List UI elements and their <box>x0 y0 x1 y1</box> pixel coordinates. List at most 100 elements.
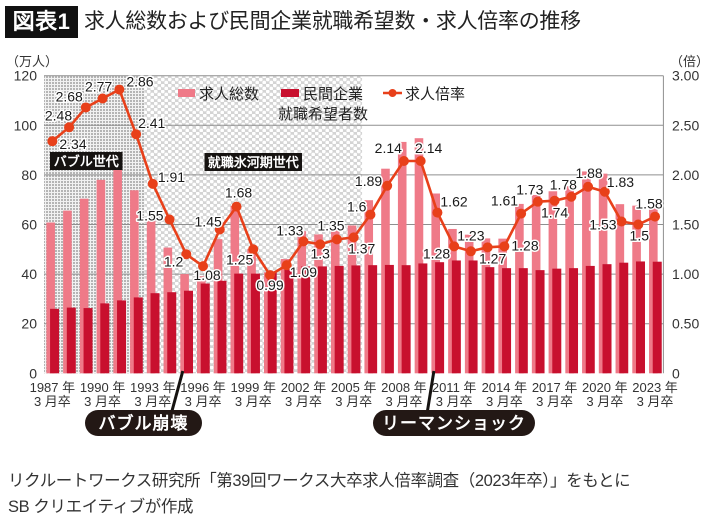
ratio-label-2008: 2.14 <box>375 140 402 156</box>
ratio-label-1991: 2.86 <box>126 74 153 90</box>
ratio-data-labels: 2.34 2.48 2.682.77 2.86 2.41 1.91 1.55 1.2 1.08 1… <box>43 72 664 295</box>
ratio-label-1988: 2.48 <box>45 107 72 123</box>
ratio-label-2009: 2.14 <box>415 140 442 156</box>
legend-item-ratio: 求人倍率 <box>383 86 465 103</box>
event-pill <box>85 410 202 436</box>
ratio-point-2018 <box>566 191 577 202</box>
x-tick-label-grad: 3 月卒 <box>185 394 222 409</box>
legend-swatch-total <box>178 89 195 97</box>
y-left-tick-label: 60 <box>21 217 37 233</box>
event-pointer-line <box>425 370 436 413</box>
bar-private-2018 <box>569 268 579 374</box>
ratio-label-2015: 1.61 <box>491 193 518 209</box>
legend-item-total: 求人総数 <box>178 86 259 103</box>
bar-total-2009 <box>414 138 424 374</box>
ratio-label-2023: 1.58 <box>635 196 662 212</box>
era-label-box <box>204 153 303 171</box>
x-tick-label-grad: 3 月卒 <box>486 394 523 409</box>
bar-private-2009 <box>418 263 428 374</box>
ratio-label-2022: 1.5 <box>630 228 650 244</box>
x-tick-label-year: 2020 年 <box>582 380 628 395</box>
x-tick-label-year: 1999 年 <box>230 380 276 395</box>
ratio-point-1998 <box>231 201 242 212</box>
ratio-point-2008 <box>398 156 409 167</box>
ratio-label-1998: 1.68 <box>225 185 252 201</box>
ratio-point-2002 <box>298 236 309 247</box>
ratio-point-2020 <box>599 186 610 197</box>
y-left-tick-label: 20 <box>21 316 37 332</box>
bar-private-2002 <box>301 266 311 374</box>
x-tick-label-grad: 3 月卒 <box>235 394 272 409</box>
bar-private-2000 <box>267 271 277 374</box>
bar-private-1991 <box>117 300 127 374</box>
bar-private-1992 <box>133 297 143 374</box>
x-tick-label-grad: 3 月卒 <box>536 394 573 409</box>
ratio-label-2010: 1.62 <box>440 194 467 210</box>
bar-private-2007 <box>384 264 394 374</box>
x-tick-label-year: 1993 年 <box>130 380 176 395</box>
ratio-point-2003 <box>315 239 326 250</box>
ratio-label-2018: 1.78 <box>550 177 577 193</box>
legend-label-private-line2: 就職希望者数 <box>278 106 368 123</box>
bar-private-2021 <box>619 262 629 374</box>
ratio-point-2005 <box>348 232 359 243</box>
ratio-label-2020: 1.83 <box>607 174 634 190</box>
event-label: リーマンショック <box>382 414 526 433</box>
y-left-tick-label: 0 <box>29 365 37 381</box>
ratio-point-2006 <box>365 209 376 220</box>
legend-label-ratio: 求人倍率 <box>405 86 465 103</box>
ratio-point-2011 <box>449 241 460 252</box>
source-note-line-2: SB クリエイティブが作成 <box>8 498 194 516</box>
ratio-label-2000: 0.99 <box>256 277 283 293</box>
ratio-point-2000 <box>264 270 275 281</box>
ratio-point-2012 <box>465 246 476 257</box>
x-tick-label-grad: 3 月卒 <box>586 394 623 409</box>
era-label-text: 就職氷河期世代 <box>208 155 299 170</box>
era-labels: バブル世代 就職氷河期世代 <box>50 152 303 171</box>
ratio-point-1991 <box>114 84 125 95</box>
ratio-line-series <box>47 84 661 281</box>
bars-private-job-seekers <box>50 260 662 374</box>
ratio-point-2009 <box>415 156 426 167</box>
y-left-tick-label: 120 <box>14 68 38 84</box>
bar-private-2019 <box>585 265 595 374</box>
x-tick-label-grad: 3 月卒 <box>285 394 322 409</box>
event-callout-lehman-shock: リーマンショック <box>373 370 535 436</box>
ratio-label-1996: 1.08 <box>193 267 220 283</box>
bar-private-1989 <box>83 308 93 374</box>
ratio-point-2016 <box>532 196 543 207</box>
ratio-label-2007: 1.89 <box>355 173 382 189</box>
y-right-tick-label: 2.00 <box>672 167 699 183</box>
x-tick-label-year: 2011 年 <box>432 380 477 395</box>
era-label-text: バブル世代 <box>54 154 119 169</box>
bar-private-2003 <box>317 266 327 374</box>
x-tick-label-year: 1996 年 <box>180 380 226 395</box>
ratio-label-2011: 1.28 <box>423 245 450 261</box>
ratio-point-2004 <box>331 234 342 245</box>
y-left-unit-label: （万人） <box>6 54 58 69</box>
ratio-label-1994: 1.55 <box>136 208 163 224</box>
ratio-point-1988 <box>64 122 75 133</box>
event-callout-bubble-collapse: バブル崩壊 <box>85 370 202 436</box>
bar-total-1992 <box>130 190 139 374</box>
bar-private-1993 <box>150 293 160 374</box>
ratio-point-2010 <box>432 207 443 218</box>
ratio-label-2021: 1.53 <box>589 217 616 233</box>
x-tick-label-grad: 3 月卒 <box>385 394 422 409</box>
bar-private-2006 <box>368 265 378 374</box>
bar-private-2004 <box>334 265 344 374</box>
bar-private-1998 <box>234 273 244 374</box>
bar-private-1987 <box>50 308 60 374</box>
ratio-point-2022 <box>633 219 644 230</box>
bar-total-1991 <box>113 164 122 374</box>
x-tick-label-grad: 3 月卒 <box>335 394 372 409</box>
y-right-tick-label: 0.50 <box>672 316 699 332</box>
bar-total-1990 <box>96 179 106 374</box>
ratio-point-1996 <box>198 261 209 272</box>
era-label-box <box>50 152 123 170</box>
ratio-label-2019: 1.88 <box>575 165 602 181</box>
bar-private-2022 <box>635 261 645 374</box>
ratio-label-2016: 1.73 <box>516 182 543 198</box>
y-left-tick-label: 40 <box>21 266 37 282</box>
x-tick-label-grad: 3 月卒 <box>84 394 121 409</box>
